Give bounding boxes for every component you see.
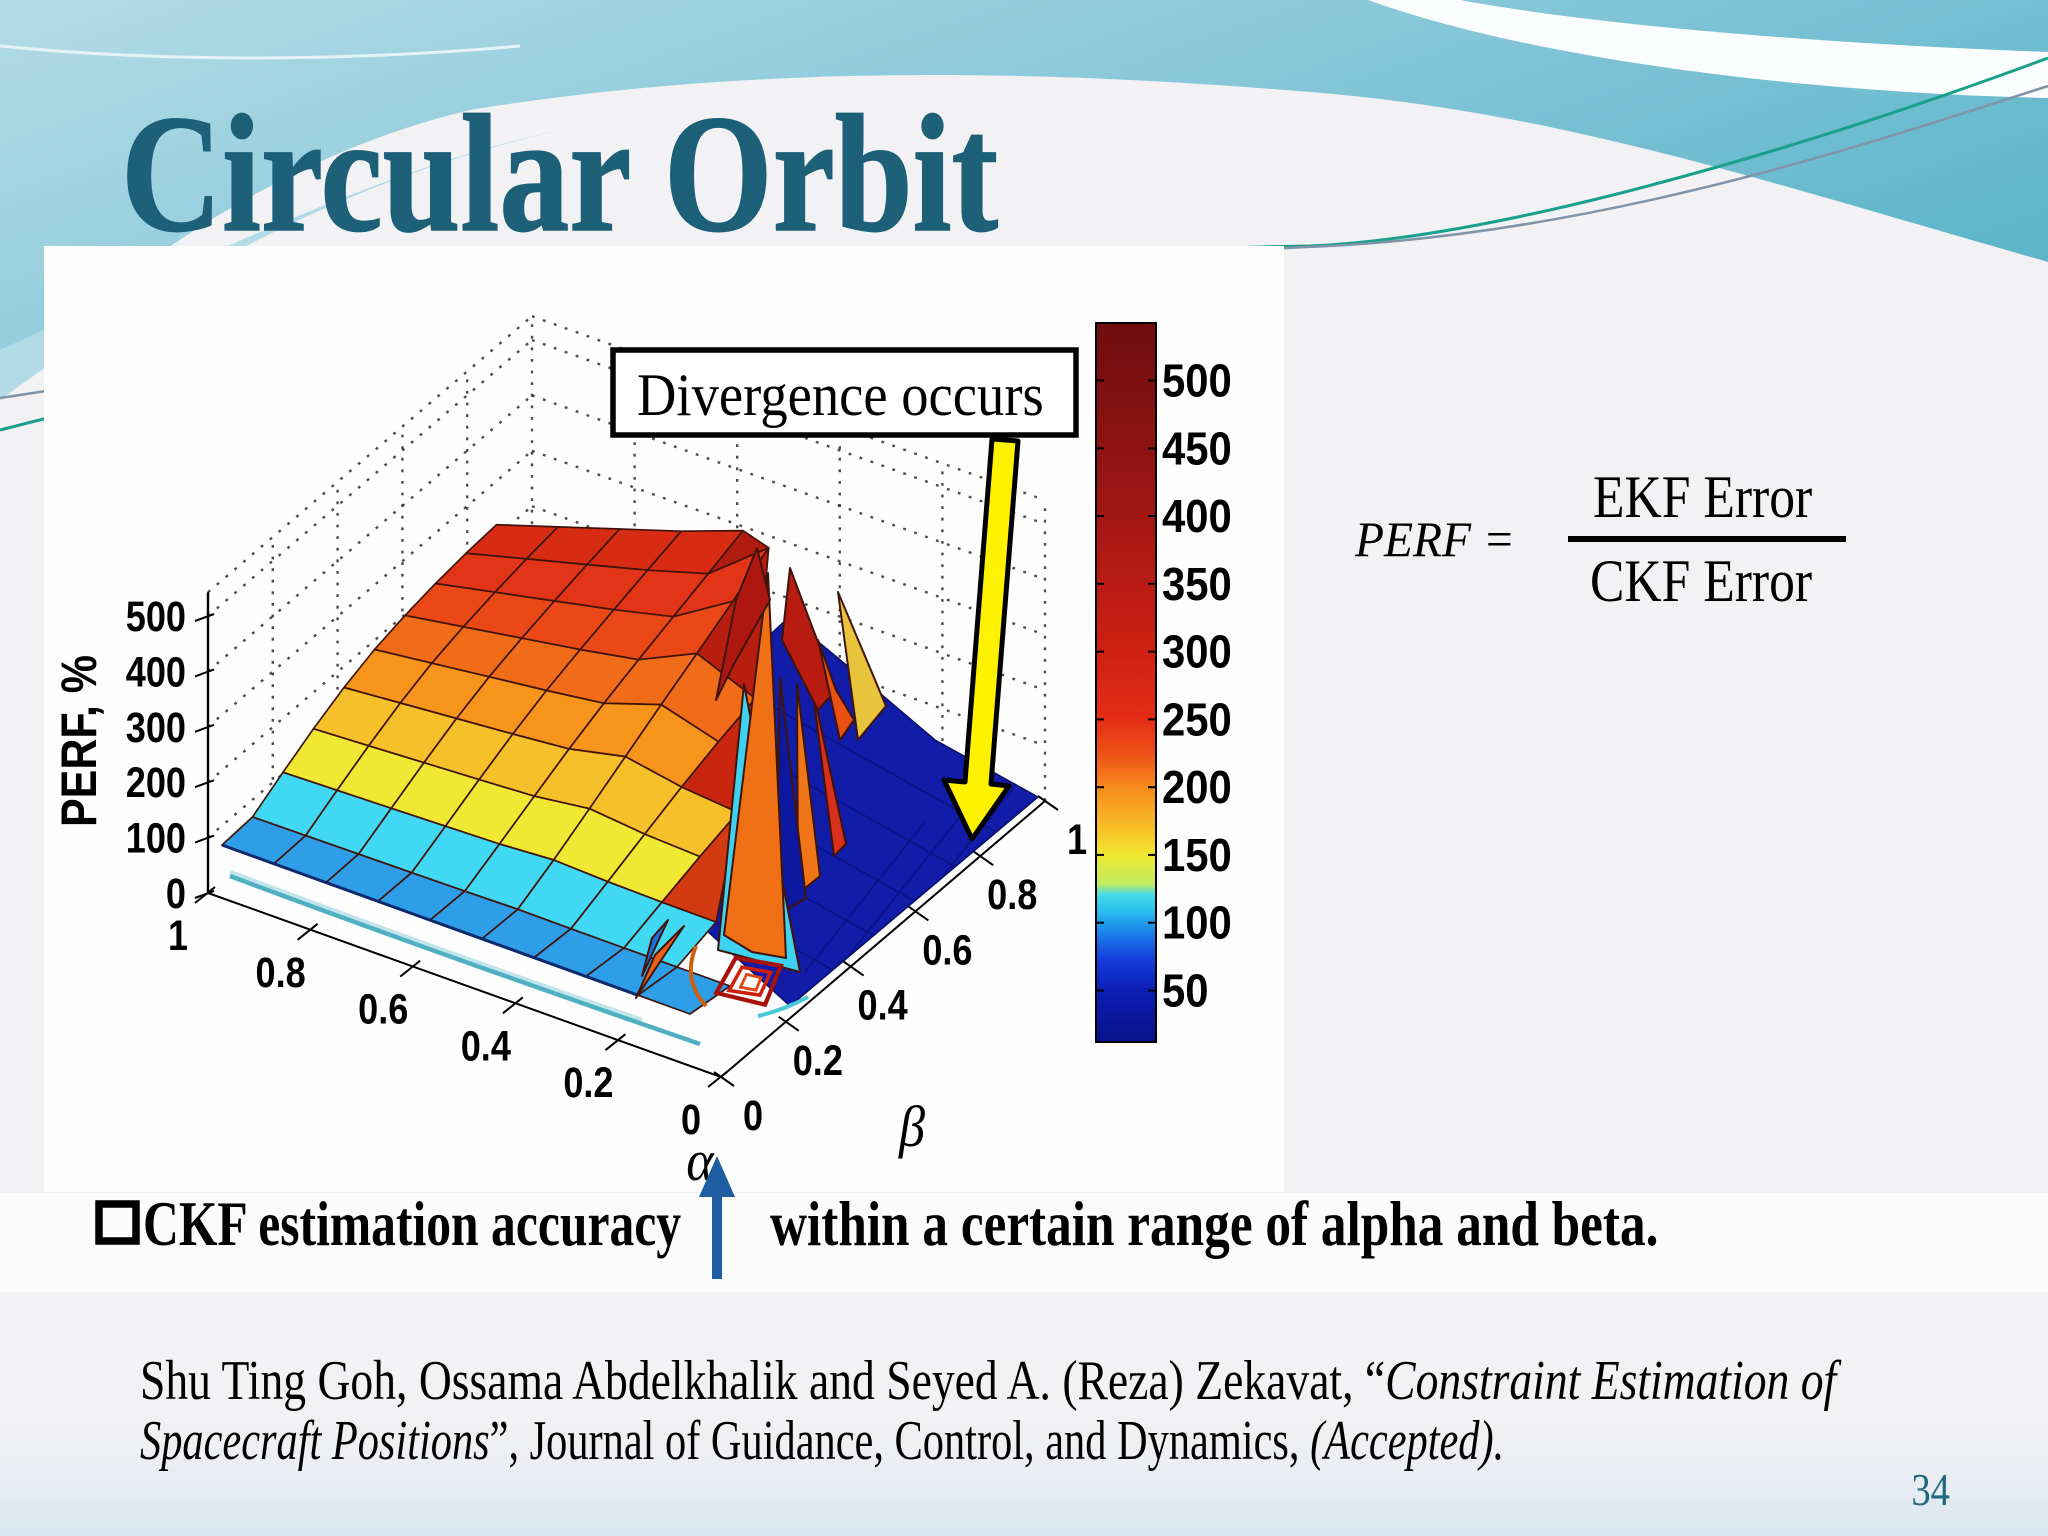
svg-text:Divergence occurs: Divergence occurs bbox=[637, 363, 1044, 429]
svg-text:CKF Error: CKF Error bbox=[1590, 548, 1812, 614]
svg-text:300: 300 bbox=[1162, 627, 1232, 678]
svg-text:400: 400 bbox=[126, 648, 186, 696]
svg-text:0: 0 bbox=[166, 870, 186, 918]
svg-text:0.6: 0.6 bbox=[358, 986, 408, 1034]
svg-text:β: β bbox=[898, 1094, 925, 1158]
svg-text:CKF estimation accuracy: CKF estimation accuracy bbox=[143, 1189, 681, 1259]
svg-text:350: 350 bbox=[1162, 559, 1232, 610]
svg-text:Circular Orbit: Circular Orbit bbox=[121, 81, 998, 267]
svg-text:0.8: 0.8 bbox=[987, 871, 1037, 919]
svg-text:1: 1 bbox=[168, 912, 188, 960]
svg-text:450: 450 bbox=[1162, 423, 1232, 474]
svg-text:0.4: 0.4 bbox=[461, 1022, 511, 1070]
svg-text:200: 200 bbox=[1162, 762, 1232, 813]
svg-text:1: 1 bbox=[1067, 816, 1087, 864]
svg-text:0.2: 0.2 bbox=[563, 1059, 613, 1107]
svg-text:250: 250 bbox=[1162, 695, 1232, 746]
svg-text:500: 500 bbox=[126, 593, 186, 641]
svg-text:300: 300 bbox=[126, 704, 186, 752]
svg-text:0.2: 0.2 bbox=[793, 1037, 843, 1085]
svg-text:500: 500 bbox=[1162, 356, 1232, 407]
svg-text:PERF, %: PERF, % bbox=[51, 655, 107, 827]
svg-text:100: 100 bbox=[1162, 898, 1232, 949]
svg-text:within a certain range of alph: within a certain range of alpha and beta… bbox=[770, 1188, 1658, 1260]
svg-text:0.4: 0.4 bbox=[858, 982, 908, 1030]
svg-text:150: 150 bbox=[1162, 830, 1232, 881]
svg-text:34: 34 bbox=[1911, 1465, 1950, 1516]
svg-text:400: 400 bbox=[1162, 491, 1232, 542]
svg-text:PERF =: PERF = bbox=[1354, 512, 1515, 567]
svg-text:100: 100 bbox=[126, 815, 186, 863]
svg-text:Shu Ting Goh, Ossama Abdelkhal: Shu Ting Goh, Ossama Abdelkhalik and Sey… bbox=[140, 1350, 1842, 1412]
svg-text:0.6: 0.6 bbox=[922, 926, 972, 974]
svg-text:0: 0 bbox=[681, 1096, 701, 1144]
svg-text:EKF Error: EKF Error bbox=[1593, 464, 1813, 530]
svg-text:Spacecraft Positions”, Journal: Spacecraft Positions”, Journal of Guidan… bbox=[140, 1409, 1504, 1471]
svg-text:0: 0 bbox=[743, 1092, 763, 1140]
svg-text:0.8: 0.8 bbox=[256, 949, 306, 997]
svg-text:50: 50 bbox=[1162, 966, 1209, 1017]
svg-text:200: 200 bbox=[126, 759, 186, 807]
